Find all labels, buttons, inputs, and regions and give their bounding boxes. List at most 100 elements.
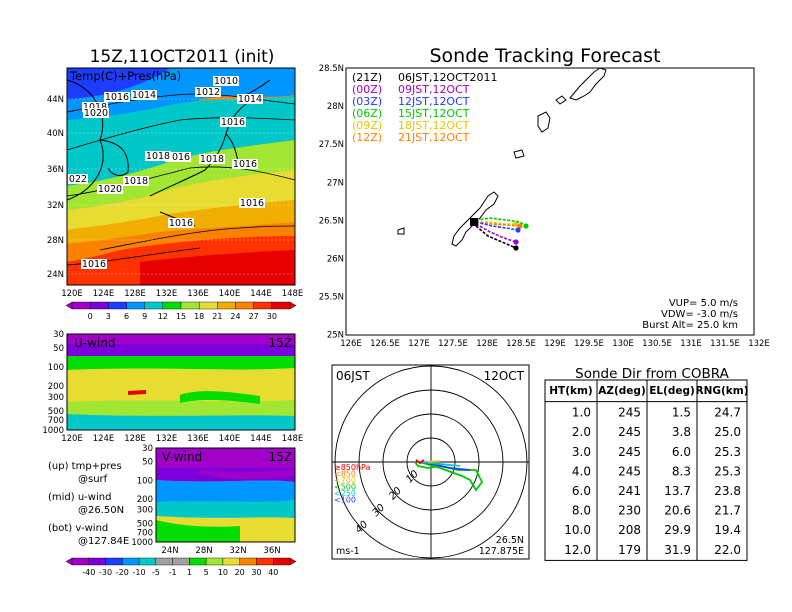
legend-code: (00Z) xyxy=(352,83,382,96)
table-cell: 12.0 xyxy=(564,543,591,557)
colorbar-tick: 15 xyxy=(176,312,186,321)
map-label: Temp(C)+Pres(hPa) xyxy=(69,69,181,83)
map-lat-tick: 36N xyxy=(47,165,64,175)
table-header: EL(deg) xyxy=(649,385,695,397)
colorbar-swatch xyxy=(217,301,236,310)
map-lon-tick: 132E xyxy=(156,289,178,299)
wind-colorbar-swatch xyxy=(222,557,240,566)
u-pres-tick: 50 xyxy=(53,344,64,354)
track-y-tick: 27N xyxy=(327,178,344,188)
u-pres-tick: 100 xyxy=(48,363,64,373)
isobar-label: 1012 xyxy=(196,87,220,98)
table-cell: 245 xyxy=(618,464,641,478)
u-pres-tick: 30 xyxy=(53,330,64,340)
v-pres-tick: 200 xyxy=(137,495,153,505)
legend-code: (09Z) xyxy=(352,119,382,132)
u-pres-tick: 1000 xyxy=(42,426,64,436)
isobar-label: 1014 xyxy=(132,90,156,101)
isobar-label-bg xyxy=(239,198,265,208)
wind-colorbar-tick: -10 xyxy=(133,568,146,577)
wind-colorbar-tick: -30 xyxy=(99,568,112,577)
track-x-tick: 131E xyxy=(680,339,702,349)
table-cell: 1.5 xyxy=(672,406,691,420)
u-lon-tick: 128E xyxy=(124,434,146,444)
wind-colorbar-tick: 1 xyxy=(187,568,192,577)
v-pres-tick: 700 xyxy=(137,528,153,538)
track-panel: 126E 126.5E 127E 127.5E 128E 128.5E 129E 129.5E… xyxy=(319,64,770,349)
legend-time: 18JST,12OCT xyxy=(398,119,470,132)
track-x-tick: 132E xyxy=(748,339,770,349)
track-x-tick: 126E xyxy=(340,339,362,349)
wind-colorbar-swatch xyxy=(205,557,224,566)
legend-time: 06JST,12OCT2011 xyxy=(398,71,498,84)
isobar-label-bg xyxy=(232,159,258,169)
map-lon-tick: 136E xyxy=(187,289,209,299)
isobar-label: 1016 xyxy=(105,92,129,103)
map-lat-tick: 32N xyxy=(47,201,64,211)
trajectory-line xyxy=(476,221,516,225)
wind-colorbar-tick: 30 xyxy=(251,568,261,577)
note-up: (up) tmp+pres xyxy=(48,461,122,472)
trajectory-line xyxy=(475,217,527,227)
panel-notes: (up) tmp+pres @surf (mid) u-wind @26.50N… xyxy=(48,461,129,547)
colorbar-swatch xyxy=(198,301,218,310)
wind-colorbar-tick: 5 xyxy=(204,568,209,577)
colorbar-tick: 24 xyxy=(230,312,240,321)
trajectory-line xyxy=(475,223,517,243)
v-wind-label: V-wind xyxy=(162,450,202,464)
isobar-label-bg xyxy=(123,176,149,186)
isobar-label-bg xyxy=(237,94,263,104)
isobar-label: 1016 xyxy=(233,159,257,170)
table-cell: 29.9 xyxy=(664,523,691,537)
table-cell: 10.0 xyxy=(564,523,591,537)
left-title: 15Z,11OCT2011 (init) xyxy=(90,47,275,67)
v-pres-tick: 1000 xyxy=(131,538,153,548)
colorbar-tick: 0 xyxy=(88,312,93,321)
isobar-label-bg xyxy=(81,259,107,269)
isobar-label-bg xyxy=(131,90,157,100)
table-header: AZ(deg) xyxy=(598,385,646,397)
legend-code: (12Z) xyxy=(352,131,382,144)
trajectory-endpoint xyxy=(513,245,519,251)
track-x-tick: 128E xyxy=(476,339,498,349)
isobar-label: 1016 xyxy=(166,152,190,163)
colorbar-swatch xyxy=(271,301,291,310)
v-lat-tick: 24N xyxy=(161,546,178,556)
table-cell: 19.4 xyxy=(714,523,741,537)
v-lat-tick: 32N xyxy=(229,546,246,556)
u-pres-tick: 500 xyxy=(48,407,64,417)
wind-colorbar-arrow-right xyxy=(289,557,297,566)
isobar-label-bg xyxy=(168,218,194,228)
wind-colorbar-tick: -1 xyxy=(169,568,177,577)
table-cell: 6.0 xyxy=(572,484,591,498)
isobar-label-bg xyxy=(83,108,109,118)
isobar-label: 1016 xyxy=(221,117,245,128)
polar-left-label: 06JST xyxy=(336,369,370,383)
colorbar-tick: 27 xyxy=(249,312,259,321)
coastlines xyxy=(397,68,607,247)
pressure-legend-item: ≥850hPa xyxy=(334,463,371,472)
table-cell: 230 xyxy=(618,504,641,518)
track-y-tick: 25.5N xyxy=(319,293,344,303)
colorbar-swatch xyxy=(253,301,273,310)
table-cell: 241 xyxy=(618,484,641,498)
track-y-tick: 27.5N xyxy=(319,140,344,150)
pressure-legend-item: <700 xyxy=(334,476,356,485)
u-lon-tick: 148E xyxy=(282,434,304,444)
trajectory-endpoint xyxy=(513,239,519,245)
map-lat-tick: 40N xyxy=(47,129,64,139)
note-mid-2: @26.50N xyxy=(78,505,124,516)
track-x-tick: 126.5E xyxy=(370,339,400,349)
isobar-label: 1016 xyxy=(169,218,193,229)
table-cell: 13.7 xyxy=(664,484,691,498)
isobar-label: 1018 xyxy=(146,151,170,162)
u-lon-tick: 124E xyxy=(93,434,115,444)
table-cell: 3.0 xyxy=(572,445,591,459)
table-cell: 6.0 xyxy=(672,445,691,459)
track-x-tick: 129.5E xyxy=(574,339,604,349)
table-header: RNG(km) xyxy=(695,385,748,397)
track-y-tick: 26.5N xyxy=(319,216,344,226)
